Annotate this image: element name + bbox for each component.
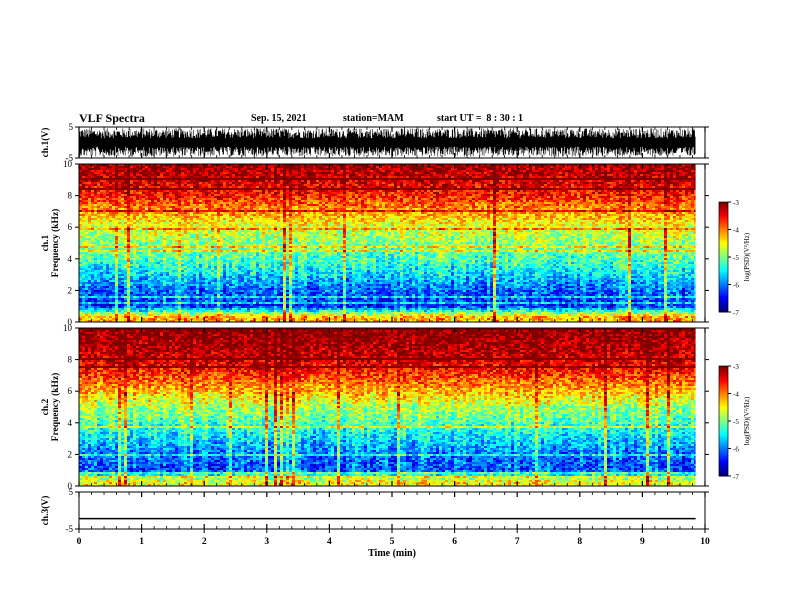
ch1-waveform-panel-ytick-label: 5 <box>69 122 74 132</box>
x-tick-label: 0 <box>77 537 82 547</box>
ch2-spectrogram-panel-colorbar <box>719 366 728 477</box>
x-tick-label: 2 <box>202 537 207 547</box>
ch2-spectrogram-panel-ytick-label: 4 <box>68 418 73 428</box>
x-tick-label: 7 <box>515 537 520 547</box>
ch1-waveform-panel-ylabel: ch.1(V) <box>40 128 51 158</box>
ch1-waveform-panel-trace <box>79 128 695 157</box>
ch1-spectrogram-panel-colorbar <box>719 202 728 313</box>
ch1-spectrogram-panel-colorbar-tick-label: -5 <box>733 254 739 262</box>
x-tick-label: 5 <box>390 537 395 547</box>
ch2-spectrogram-panel-colorbar-label: log(PSD)(V²/Hz) <box>743 396 751 445</box>
ch2-spectrogram-panel-colorbar-tick-label: -7 <box>733 473 739 481</box>
ch2-spectrogram-panel-colorbar-tick-label: -3 <box>733 363 739 371</box>
ch1-spectrogram-panel-ytick-label: 4 <box>68 254 73 264</box>
ch1-waveform-panel <box>79 128 695 157</box>
ch2-spectrogram-panel-ylabel: Frequency (kHz) <box>50 373 61 442</box>
ch1-spectrogram-panel-ylabel: Frequency (kHz) <box>50 209 61 278</box>
ch1-spectrogram-panel-ylabel: ch.1 <box>41 234 51 251</box>
ch2-spectrogram-panel-ylabel: ch.2 <box>41 398 51 415</box>
ch1-spectrogram-panel-ytick-label: 8 <box>68 191 73 201</box>
ch2-spectrogram-panel <box>79 328 696 486</box>
ch1-spectrogram-panel-colorbar-label: log(PSD)(V²/Hz) <box>743 232 751 281</box>
x-tick-label: 10 <box>700 537 710 547</box>
ch1-spectrogram-panel <box>79 164 696 322</box>
ch1-spectrogram-panel-ytick-label: 10 <box>63 159 73 169</box>
ch3-waveform-panel-frame <box>79 492 705 529</box>
ch1-spectrogram-panel-ytick-label: 2 <box>68 285 73 295</box>
ch2-spectrogram-panel-ytick-label: 10 <box>63 323 73 333</box>
time-ticks-panel-4 <box>79 492 705 529</box>
x-tick-label: 4 <box>327 537 332 547</box>
ch1-spectrogram-panel-ytick-label: 6 <box>68 222 73 232</box>
ch1-spectrogram-panel-colorbar-tick-label: -6 <box>733 282 739 290</box>
ch1-spectrogram-panel-colorbar-tick-label: -4 <box>733 227 739 235</box>
ch2-spectrogram-panel-ytick-label: 8 <box>68 355 73 365</box>
x-axis-label: Time (min) <box>368 548 416 559</box>
x-tick-label: 8 <box>577 537 582 547</box>
x-tick-label: 1 <box>139 537 144 547</box>
ch2-spectrogram-panel-ytick-label: 2 <box>68 449 73 459</box>
ch1-spectrogram-panel-colorbar-tick-label: -3 <box>733 199 739 207</box>
ch2-spectrogram-panel-colorbar-tick-label: -4 <box>733 391 739 399</box>
ch3-waveform-panel-ylabel: ch.3(V) <box>40 496 51 526</box>
ch2-spectrogram-panel-colorbar-tick-label: -6 <box>733 446 739 454</box>
x-tick-label: 9 <box>640 537 645 547</box>
ch3-waveform-panel-ytick-label: 5 <box>69 487 74 497</box>
ch2-spectrogram-panel-ytick-label: 6 <box>68 386 73 396</box>
x-tick-label: 6 <box>452 537 457 547</box>
x-tick-label: 3 <box>264 537 269 547</box>
ch1-spectrogram-panel-colorbar-tick-label: -7 <box>733 309 739 317</box>
ch2-spectrogram-panel-colorbar-tick-label: -5 <box>733 418 739 426</box>
ch3-waveform-panel-ytick-label: -5 <box>66 524 74 534</box>
